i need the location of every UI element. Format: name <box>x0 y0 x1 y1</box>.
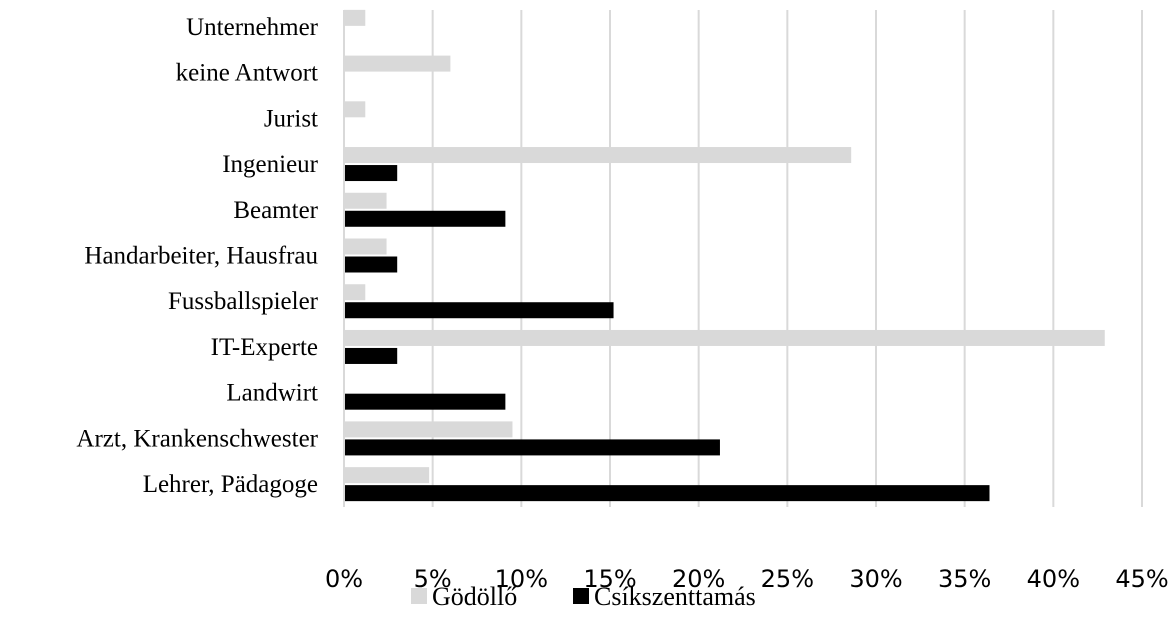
x-tick-label: 30% <box>849 565 902 593</box>
category-label: Fussballspieler <box>168 288 319 315</box>
gridlines <box>431 10 1143 507</box>
bar-csikszenttamas-3 <box>344 347 398 364</box>
category-labels: Lehrer, Pädagoge Arzt, Krankenschwester La… <box>76 14 318 498</box>
legend-swatch-1 <box>573 588 589 604</box>
bar-godollo-8 <box>344 101 366 118</box>
bar-csikszenttamas-1 <box>344 439 720 456</box>
x-tick-label: 0% <box>325 565 363 593</box>
bar-godollo-1 <box>344 421 513 438</box>
bar-godollo-3 <box>344 329 1105 346</box>
bar-godollo-9 <box>344 55 451 72</box>
category-label: Arzt, Krankenschwester <box>76 425 318 452</box>
category-label: IT-Experte <box>211 334 318 361</box>
category-label: keine Antwort <box>176 60 318 87</box>
category-label: Jurist <box>264 105 318 132</box>
x-tick-label: 10% <box>495 565 548 593</box>
bar-godollo-4 <box>344 284 366 301</box>
bar-godollo-5 <box>344 238 387 255</box>
bar-csikszenttamas-6 <box>344 210 506 227</box>
bar-godollo-10 <box>344 9 366 26</box>
x-tick-label: 15% <box>583 565 636 593</box>
category-label: Landwirt <box>226 380 318 407</box>
legend-label-1: Csíkszenttamás <box>594 582 756 611</box>
x-tick-label: 45% <box>1115 565 1168 593</box>
legend-label-0: Gödöllő <box>432 582 517 611</box>
bar-godollo-0 <box>344 467 430 484</box>
category-label: Ingenieur <box>222 151 318 178</box>
category-label: Unternehmer <box>186 14 319 41</box>
bar-csikszenttamas-2 <box>344 393 506 410</box>
category-label: Lehrer, Pädagoge <box>143 471 318 498</box>
x-tick-label: 35% <box>938 565 991 593</box>
legend: Gödöllő Csíkszenttamás <box>411 582 756 611</box>
bar-csikszenttamas-4 <box>344 302 614 319</box>
category-label: Handarbeiter, Hausfrau <box>84 243 318 270</box>
x-tick-label: 20% <box>672 565 725 593</box>
bars <box>344 9 1105 502</box>
x-tick-label: 25% <box>761 565 814 593</box>
x-tick-label: 40% <box>1027 565 1080 593</box>
bar-godollo-7 <box>344 147 852 164</box>
legend-swatch-0 <box>411 588 427 604</box>
category-label: Beamter <box>233 197 318 224</box>
bar-csikszenttamas-0 <box>344 485 990 502</box>
bar-csikszenttamas-7 <box>344 165 398 182</box>
bar-csikszenttamas-5 <box>344 256 398 273</box>
bar-godollo-6 <box>344 192 387 209</box>
